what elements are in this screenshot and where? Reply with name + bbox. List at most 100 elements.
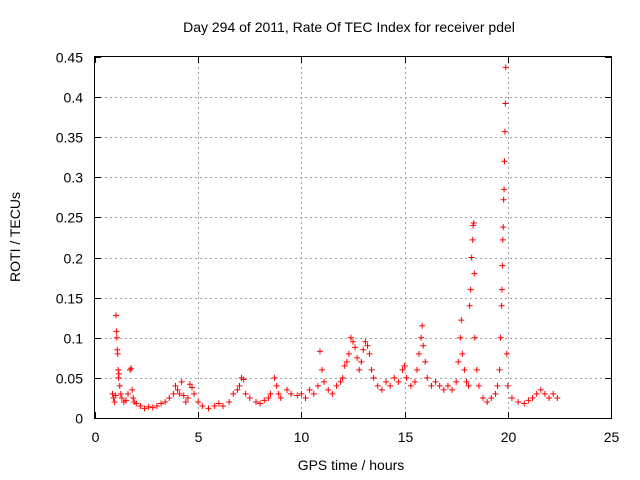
data-point <box>117 390 124 397</box>
data-point <box>521 400 528 407</box>
data-point <box>325 386 332 393</box>
data-point <box>356 366 363 373</box>
data-point <box>113 312 120 319</box>
data-point <box>215 400 222 407</box>
data-point <box>240 376 247 383</box>
data-point <box>463 378 470 385</box>
data-point <box>350 338 356 345</box>
data-point <box>341 362 348 369</box>
data-point <box>499 286 506 293</box>
data-point <box>368 366 375 373</box>
data-point <box>111 398 118 405</box>
data-point <box>298 390 305 397</box>
data-point <box>501 128 508 135</box>
data-point <box>432 378 439 385</box>
data-point <box>184 394 191 401</box>
data-point <box>199 402 206 409</box>
y-axis-label: ROTI / TECUs <box>7 192 23 282</box>
data-point <box>141 405 148 412</box>
data-point <box>116 382 123 389</box>
data-point <box>360 346 367 353</box>
data-point <box>416 350 423 357</box>
data-point <box>137 402 144 409</box>
data-point <box>352 344 359 351</box>
data-point <box>449 386 456 393</box>
data-point <box>129 386 136 393</box>
data-point <box>501 158 508 165</box>
data-point <box>424 374 431 381</box>
chart-title: Day 294 of 2011, Rate Of TEC Index for r… <box>183 19 515 35</box>
data-point <box>471 334 478 341</box>
x-tick-label: 25 <box>604 429 620 445</box>
data-point <box>172 382 179 389</box>
data-point <box>252 398 259 405</box>
grid-lines <box>95 57 611 418</box>
data-point <box>515 398 522 405</box>
data-points <box>109 64 561 412</box>
data-point <box>122 397 129 404</box>
data-point <box>114 350 121 357</box>
data-point <box>319 366 326 373</box>
data-point <box>236 382 243 389</box>
data-point <box>273 382 280 389</box>
data-point <box>178 378 185 385</box>
data-point <box>420 342 427 349</box>
data-point <box>413 366 420 373</box>
data-point <box>366 350 373 357</box>
data-point <box>211 402 218 409</box>
x-tick-label: 20 <box>501 429 517 445</box>
data-point <box>470 220 477 227</box>
data-point <box>391 374 398 381</box>
data-point <box>428 382 435 389</box>
data-point <box>499 236 506 243</box>
data-point <box>459 350 466 357</box>
data-point <box>176 390 183 397</box>
data-point <box>500 196 507 203</box>
x-tick-label: 0 <box>92 429 100 445</box>
data-point <box>362 338 369 345</box>
data-point <box>525 397 532 404</box>
data-point <box>275 390 282 397</box>
data-point <box>294 392 301 399</box>
data-point <box>347 334 354 341</box>
data-point <box>498 302 505 309</box>
data-point <box>492 390 499 397</box>
data-point <box>399 366 406 373</box>
data-point <box>219 402 226 409</box>
data-point <box>407 382 414 389</box>
y-tick-label: 0.45 <box>56 50 83 66</box>
data-point <box>133 400 140 407</box>
y-tick-label: 0.35 <box>56 130 83 146</box>
data-point <box>302 394 309 401</box>
data-point <box>364 342 371 349</box>
data-point <box>395 378 402 385</box>
data-point <box>436 382 443 389</box>
data-point <box>162 398 169 405</box>
data-point <box>265 394 272 401</box>
y-tick-label: 0.2 <box>64 251 84 267</box>
data-point <box>499 262 506 269</box>
data-point <box>242 390 249 397</box>
data-point <box>174 386 181 393</box>
data-point <box>125 390 132 397</box>
data-point <box>475 382 482 389</box>
data-point <box>473 366 480 373</box>
y-tick-label: 0.3 <box>64 170 84 186</box>
data-point <box>387 382 394 389</box>
y-tick-label: 0.05 <box>56 371 83 387</box>
data-point <box>310 390 317 397</box>
data-point <box>411 378 418 385</box>
data-point <box>149 404 156 411</box>
data-point <box>550 390 557 397</box>
data-point <box>234 386 241 393</box>
data-point <box>283 386 290 393</box>
data-point <box>401 362 408 369</box>
data-point <box>182 398 189 405</box>
data-point <box>345 350 352 357</box>
data-point <box>267 390 274 397</box>
data-point <box>457 334 464 341</box>
data-point <box>494 382 501 389</box>
data-point <box>261 397 268 404</box>
data-point <box>541 390 548 397</box>
